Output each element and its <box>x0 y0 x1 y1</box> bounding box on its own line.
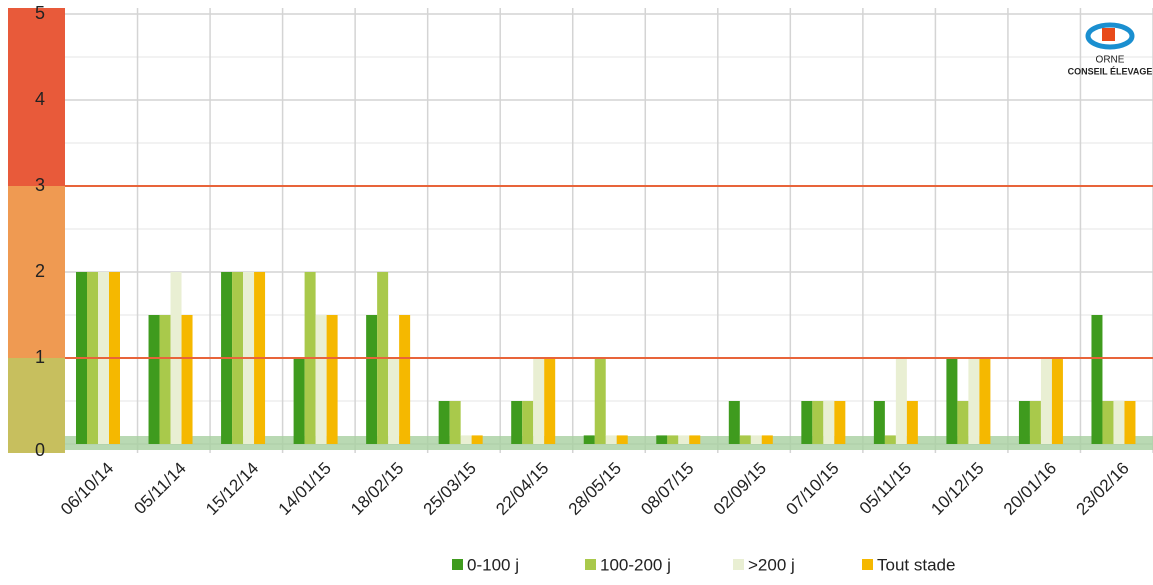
legend-swatch <box>733 559 744 570</box>
legend-label: 0-100 j <box>467 555 519 574</box>
bar <box>884 435 896 444</box>
bar <box>823 401 835 444</box>
x-tick-label: 05/11/15 <box>856 459 915 518</box>
bar <box>906 401 918 444</box>
bar <box>1040 358 1052 444</box>
legend-swatch <box>452 559 463 570</box>
legend-item: >200 j <box>733 555 795 574</box>
x-tick-label: 06/10/14 <box>57 459 117 519</box>
bar <box>812 401 824 444</box>
bar <box>834 401 846 444</box>
zone <box>8 8 65 186</box>
y-tick-label: 1 <box>35 347 45 367</box>
bar <box>388 358 400 444</box>
x-tick-label: 08/07/15 <box>637 459 697 519</box>
bar <box>801 401 813 444</box>
bar <box>1091 315 1103 444</box>
bar <box>667 435 679 444</box>
bar <box>968 358 980 444</box>
bar <box>728 401 740 444</box>
bar <box>148 315 160 444</box>
zone <box>8 358 65 453</box>
legend-label: Tout stade <box>877 555 955 574</box>
zone <box>8 186 65 358</box>
legend-item: 0-100 j <box>452 555 519 574</box>
x-tick-label: 20/01/16 <box>1000 459 1060 519</box>
bar <box>583 435 595 444</box>
y-tick-label: 2 <box>35 261 45 281</box>
bar <box>533 358 545 444</box>
x-tick-label: 07/10/15 <box>782 459 842 519</box>
bar <box>1124 401 1136 444</box>
bar <box>605 435 617 444</box>
legend-item: 100-200 j <box>585 555 671 574</box>
bar <box>449 401 461 444</box>
bar <box>946 358 958 444</box>
legend-item: Tout stade <box>862 555 955 574</box>
y-tick-label: 4 <box>35 89 45 109</box>
bar <box>1102 401 1114 444</box>
legend-label: 100-200 j <box>600 555 671 574</box>
bar <box>181 315 193 444</box>
logo-text: CONSEIL ÉLEVAGE <box>1068 66 1153 76</box>
bar <box>471 435 483 444</box>
x-tick-label: 18/02/15 <box>347 459 407 519</box>
bar <box>1051 358 1063 444</box>
y-tick-label: 5 <box>35 3 45 23</box>
bar <box>460 435 472 444</box>
logo-ring <box>1085 22 1135 50</box>
bar <box>544 358 556 444</box>
legend-swatch <box>862 559 873 570</box>
bar <box>1029 401 1041 444</box>
bar <box>594 358 606 444</box>
bar <box>293 358 305 444</box>
x-tick-label: 02/09/15 <box>710 459 770 519</box>
bar <box>366 315 378 444</box>
bar <box>159 315 171 444</box>
bar <box>750 435 762 444</box>
x-tick-label: 23/02/16 <box>1072 459 1132 519</box>
bar <box>1113 401 1125 444</box>
x-tick-label: 28/05/15 <box>565 459 625 519</box>
bar <box>873 401 885 444</box>
bar <box>689 435 701 444</box>
bar <box>1018 401 1030 444</box>
bar <box>979 358 991 444</box>
x-tick-label: 25/03/15 <box>420 459 480 519</box>
y-tick-label: 3 <box>35 175 45 195</box>
x-tick-label: 15/12/14 <box>202 459 262 519</box>
legend-swatch <box>585 559 596 570</box>
legend-label: >200 j <box>748 555 795 574</box>
bar <box>678 435 690 444</box>
bar <box>739 435 751 444</box>
logo: ORNE CONSEIL ÉLEVAGE <box>1068 22 1153 76</box>
x-tick-label: 05/11/14 <box>130 459 189 518</box>
x-tick-label: 22/04/15 <box>492 459 552 519</box>
bar <box>616 435 628 444</box>
bar <box>438 401 450 444</box>
bar <box>761 435 773 444</box>
logo-text: ORNE <box>1096 55 1125 66</box>
bar <box>957 401 969 444</box>
bar <box>656 435 668 444</box>
bar <box>326 315 338 444</box>
x-tick-label: 14/01/15 <box>275 459 335 519</box>
x-tick-label: 10/12/15 <box>927 459 987 519</box>
bar <box>315 315 327 444</box>
bar <box>511 401 523 444</box>
bar <box>522 401 534 444</box>
logo-cube <box>1102 28 1115 41</box>
bar <box>895 358 907 444</box>
bar <box>399 315 411 444</box>
y-tick-label: 0 <box>35 440 45 460</box>
